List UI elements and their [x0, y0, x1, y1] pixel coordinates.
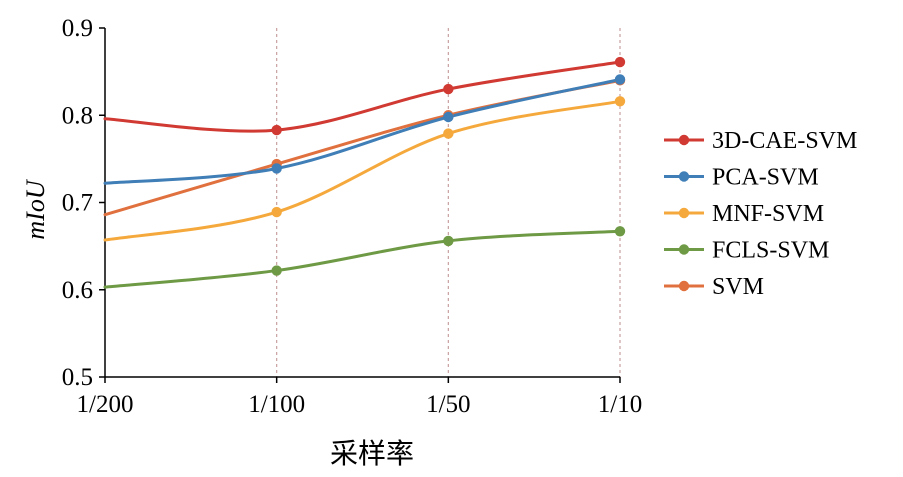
y-tick-label: 0.5: [62, 364, 93, 391]
data-point-3d-cae-svm: [271, 124, 282, 136]
y-tick-label: 0.8: [62, 102, 93, 129]
series-line-pca-svm: [103, 77, 622, 185]
legend-swatch-marker: [678, 280, 690, 292]
y-tick-label: 0.7: [62, 190, 93, 217]
legend-swatch-marker: [678, 207, 690, 219]
legend-swatch-marker: [678, 134, 690, 146]
x-ticks: 1/200 1/100 1/50 1/10: [77, 377, 642, 418]
series-line-svm: [103, 78, 622, 217]
series-lines: [103, 60, 622, 289]
data-point-pca-svm: [443, 111, 454, 123]
legend-swatch-marker: [678, 244, 690, 255]
x-tick-label: 1/200: [77, 391, 134, 418]
x-axis-label: 采样率: [330, 437, 414, 470]
data-point-fcls-svm: [614, 226, 626, 237]
x-tick-label: 1/10: [598, 391, 642, 418]
data-point-mnf-svm: [271, 206, 282, 218]
data-point-fcls-svm: [271, 265, 282, 276]
legend-label: PCA-SVM: [712, 165, 819, 191]
y-tick-label: 0.9: [62, 15, 93, 42]
data-point-pca-svm: [271, 163, 282, 174]
legend-label: 3D-CAE-SVM: [712, 128, 857, 154]
data-point-3d-cae-svm: [614, 56, 626, 68]
data-point-mnf-svm: [443, 128, 454, 139]
series-line-mnf-svm: [103, 99, 622, 242]
axes: [104, 28, 620, 378]
data-point-fcls-svm: [443, 235, 454, 247]
legend-label: MNF-SVM: [712, 201, 824, 227]
legend-label: FCLS-SVM: [712, 238, 829, 264]
legend-item-fcls-svm: FCLS-SVM: [664, 238, 829, 264]
legend-item-pca-svm: PCA-SVM: [664, 165, 819, 191]
legend-swatch-marker: [678, 171, 690, 182]
data-point-pca-svm: [614, 74, 626, 85]
data-point-3d-cae-svm: [443, 83, 454, 95]
legend: 3D-CAE-SVM PCA-SVM MNF-SVM FCLS-SVM SVM: [664, 128, 857, 300]
legend-label: SVM: [712, 274, 764, 300]
y-axis-label: mIoU: [21, 178, 50, 239]
legend-item-3d-cae-svm: 3D-CAE-SVM: [664, 128, 857, 154]
y-tick-label: 0.6: [62, 277, 93, 304]
gridlines: [276, 28, 621, 377]
x-tick-label: 1/100: [248, 391, 305, 418]
series-line-fcls-svm: [103, 229, 622, 289]
data-point-mnf-svm: [614, 96, 626, 107]
legend-item-mnf-svm: MNF-SVM: [664, 201, 824, 227]
y-ticks: 0.5 0.6 0.7 0.8 0.9: [62, 15, 105, 391]
series-line-3d-cae-svm: [103, 60, 622, 133]
legend-item-svm: SVM: [664, 274, 764, 300]
series-markers: [271, 56, 626, 276]
x-tick-label: 1/50: [426, 391, 470, 418]
